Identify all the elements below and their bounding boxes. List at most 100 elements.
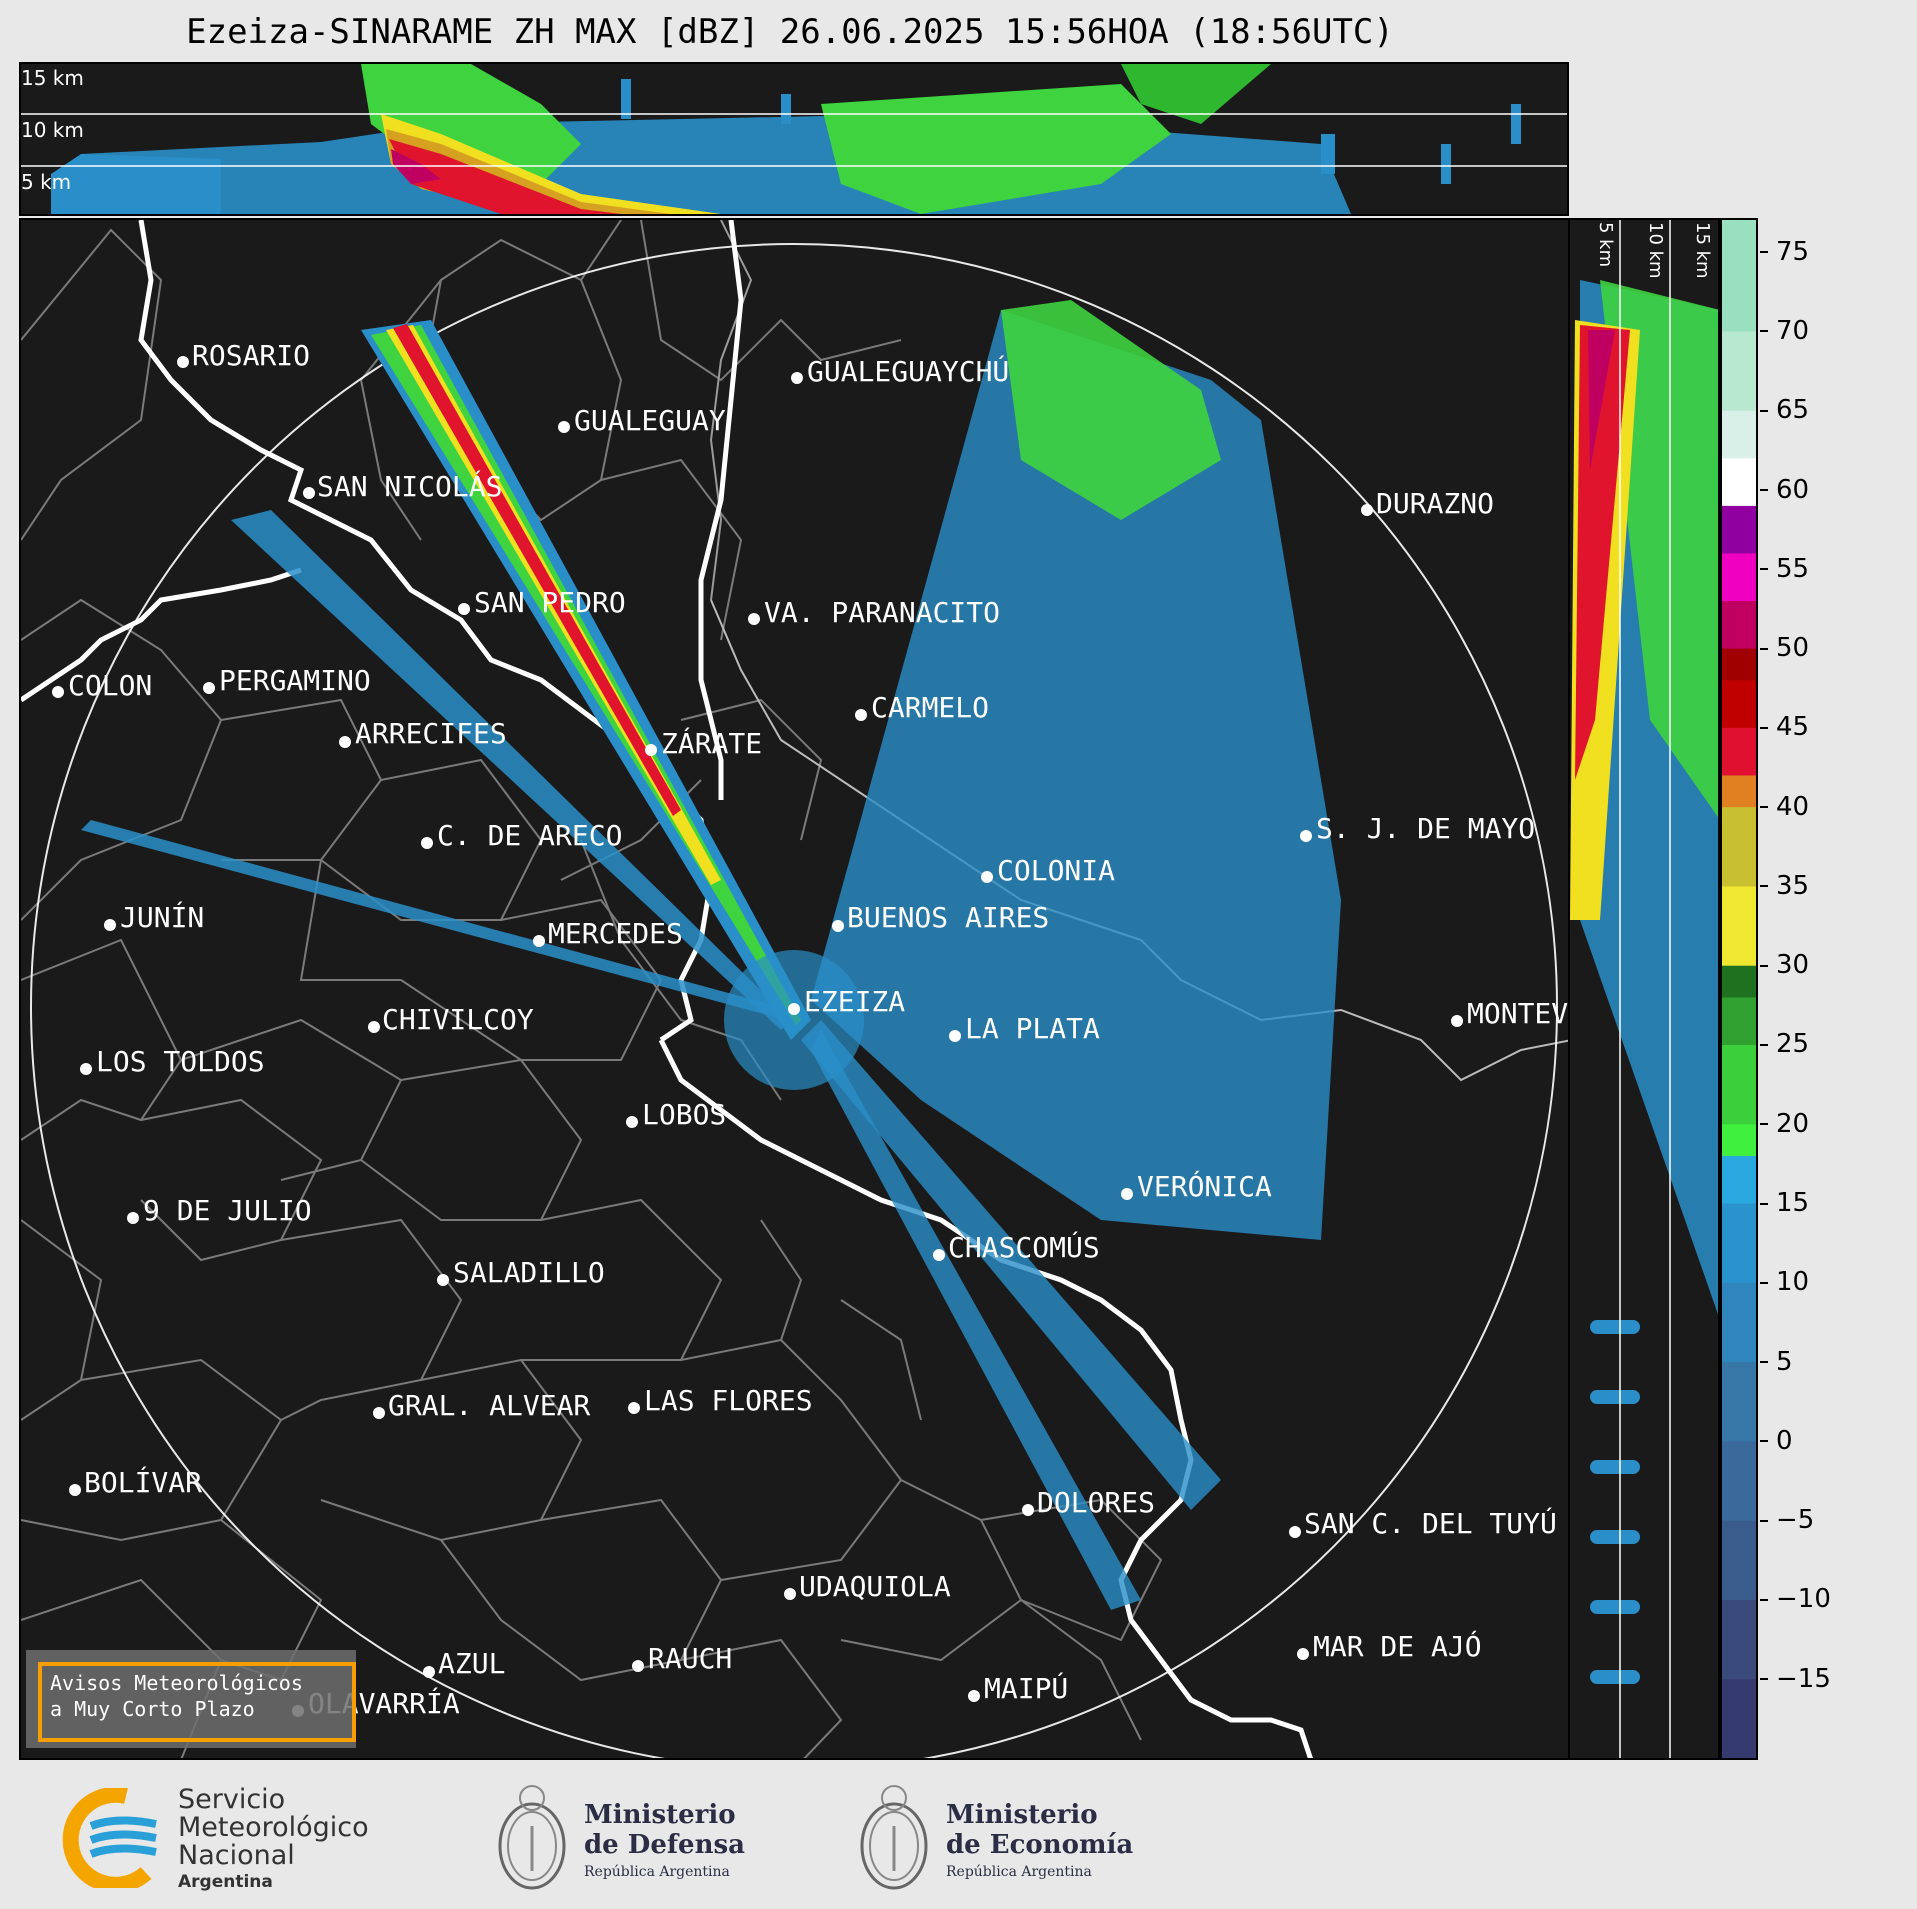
- city-marker: [1361, 504, 1373, 516]
- city-label: CHIVILCOY: [382, 1003, 534, 1036]
- colorbar-segment: [1722, 806, 1756, 887]
- city-label: UDAQUIOLA: [799, 1570, 951, 1603]
- colorbar-segment: [1722, 1123, 1756, 1156]
- city-marker: [69, 1484, 81, 1496]
- city-label: MERCEDES: [548, 917, 683, 950]
- avisos-box[interactable]: Avisos Meteorológicos a Muy Corto Plazo: [26, 1650, 356, 1748]
- city-label: GRAL. ALVEAR: [388, 1389, 591, 1422]
- city-marker: [784, 1588, 796, 1600]
- colorbar-tick-label: 0: [1776, 1425, 1793, 1456]
- city-label: BUENOS AIRES: [847, 901, 1050, 934]
- colorbar-graphic: [1722, 220, 1756, 1758]
- colorbar-tick: 75: [1760, 239, 1809, 265]
- city-marker: [949, 1030, 961, 1042]
- city-label: S. J. DE MAYO: [1316, 812, 1536, 845]
- colorbar-tick-label: 65: [1776, 395, 1810, 426]
- colorbar-tick: 35: [1760, 873, 1809, 899]
- avisos-frame[interactable]: Avisos Meteorológicos a Muy Corto Plazo: [38, 1662, 356, 1742]
- city-marker: [1300, 830, 1312, 842]
- city-label: LOBOS: [642, 1098, 727, 1131]
- city-marker: [628, 1402, 640, 1414]
- colorbar-tick-label: 40: [1776, 791, 1810, 822]
- city-label: AZUL: [438, 1647, 506, 1680]
- economia-line-1: Ministerio: [946, 1800, 1098, 1830]
- colorbar-tick-label: 30: [1776, 950, 1810, 981]
- city-label: CARMELO: [871, 691, 990, 724]
- radar-map: ROSARIO GUALEGUAYCHÚ GUALEGUAY SAN NICOLÁS D…: [19, 218, 1570, 1760]
- smn-logo-icon: [62, 1788, 157, 1888]
- colorbar-segment: [1722, 727, 1756, 776]
- footer: Servicio Meteorológico Nacional Argentin…: [0, 1760, 1917, 1909]
- colorbar-segment: [1722, 648, 1756, 681]
- city-label: MAIPÚ: [984, 1672, 1069, 1705]
- colorbar-segment: [1722, 1203, 1756, 1283]
- colorbar-tick: 65: [1760, 397, 1809, 423]
- economia-line-2: de Economía: [946, 1830, 1134, 1860]
- avisos-line-2: a Muy Corto Plazo: [50, 1697, 255, 1721]
- city-label: VERÓNICA: [1137, 1170, 1272, 1203]
- colorbar-tick-label: 15: [1776, 1188, 1810, 1219]
- city-label: C. DE ARECO: [437, 819, 623, 852]
- city-marker: [104, 919, 116, 931]
- city-marker: [373, 1407, 385, 1419]
- radar-echoes: [81, 300, 1341, 1610]
- top-cross-section-panel: 15 km 10 km 5 km: [19, 62, 1569, 216]
- colorbar-segment: [1722, 996, 1756, 1045]
- city-label: ROSARIO: [192, 339, 311, 372]
- colorbar-tick: 15: [1760, 1190, 1809, 1216]
- colorbar-segment: [1722, 679, 1756, 728]
- city-label: SAN PEDRO: [474, 586, 626, 619]
- dbz-colorbar: [1720, 218, 1758, 1760]
- colorbar-tick-label: 5: [1776, 1346, 1793, 1377]
- colorbar-tick: 45: [1760, 714, 1809, 740]
- colorbar-tick: 60: [1760, 477, 1809, 503]
- colorbar-segment: [1722, 552, 1756, 602]
- city-marker: [80, 1063, 92, 1075]
- smn-text-2: Meteorológico: [178, 1812, 369, 1843]
- city-marker: [855, 709, 867, 721]
- city-label: GUALEGUAYCHÚ: [807, 355, 1010, 388]
- radar-map-graphic: [21, 220, 1568, 1758]
- city-marker: [52, 686, 64, 698]
- side-alt-label-5: 5 km: [1595, 222, 1616, 268]
- colorbar-tick: 55: [1760, 556, 1809, 582]
- city-label: COLONIA: [997, 854, 1116, 887]
- defensa-line-1: Ministerio: [584, 1800, 736, 1830]
- city-marker: [1289, 1526, 1301, 1538]
- city-label: COLON: [68, 669, 153, 702]
- city-marker: [127, 1212, 139, 1224]
- colorbar-segment: [1722, 1599, 1756, 1680]
- colorbar-tick-label: 20: [1776, 1108, 1810, 1139]
- city-marker: [626, 1116, 638, 1128]
- city-marker: [558, 421, 570, 433]
- side-cross-section-graphic: [1570, 220, 1718, 1758]
- city-label: BOLÍVAR: [84, 1466, 203, 1499]
- city-marker: [1297, 1648, 1309, 1660]
- city-marker: [933, 1249, 945, 1261]
- colorbar-segment: [1722, 505, 1756, 554]
- city-label: SAN NICOLÁS: [317, 470, 503, 503]
- city-label: MAR DE AJÓ: [1313, 1630, 1482, 1663]
- city-label: DOLORES: [1037, 1486, 1156, 1519]
- city-label: CHASCOMÚS: [948, 1231, 1100, 1264]
- smn-text-3: Nacional: [178, 1840, 295, 1871]
- city-label: RAUCH: [648, 1642, 733, 1675]
- city-marker: [748, 613, 760, 625]
- avisos-line-1: Avisos Meteorológicos: [50, 1671, 303, 1695]
- city-marker: [791, 372, 803, 384]
- city-marker: [203, 682, 215, 694]
- city-label: MONTEVIDEO: [1467, 997, 1569, 1030]
- city-marker: [533, 935, 545, 947]
- city-marker: [1121, 1188, 1133, 1200]
- colorbar-tick: 10: [1760, 1269, 1809, 1295]
- province-boundaries: [21, 220, 1163, 1758]
- city-marker: [177, 356, 189, 368]
- colorbar-segment: [1722, 1282, 1756, 1363]
- top-alt-label-5: 5 km: [21, 170, 72, 194]
- city-marker: [1022, 1504, 1034, 1516]
- colorbar-tick: 5: [1760, 1349, 1793, 1375]
- colorbar-segment: [1722, 1440, 1756, 1521]
- city-label: GUALEGUAY: [574, 404, 726, 437]
- city-label: SAN C. DEL TUYÚ: [1304, 1507, 1557, 1540]
- colorbar-tick-label: 45: [1776, 712, 1810, 743]
